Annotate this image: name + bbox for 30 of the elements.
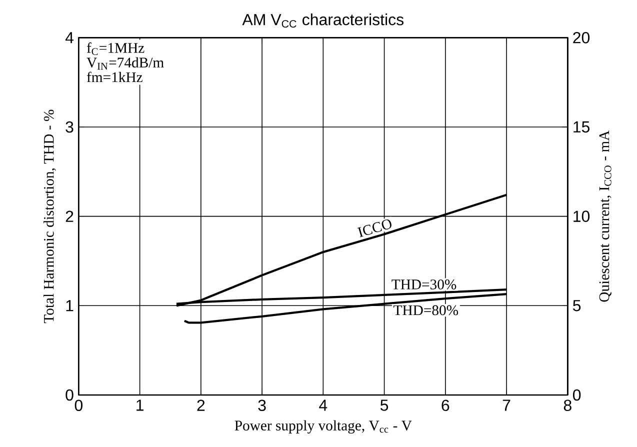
x-tick-label: 1	[136, 400, 144, 411]
y2-tick-label: 5	[573, 300, 581, 312]
annotation: fm=1kHz	[86, 72, 142, 82]
y-tick-label: 2	[66, 210, 74, 222]
x-tick-label: 7	[502, 400, 510, 411]
text: ICCO	[357, 219, 392, 238]
y2-tick-label: 20	[573, 32, 590, 44]
y2-tick-label: 10	[574, 210, 590, 222]
x-tick-label: 6	[442, 400, 450, 412]
y-axis-title: Total Harmonic distortion, THD - %	[43, 110, 56, 324]
y-tick-label: 3	[66, 121, 74, 133]
y2-tick-label: 15	[574, 121, 590, 133]
y-tick-label: 0	[66, 389, 74, 401]
series-label: THD=80%	[394, 305, 458, 316]
x-tick-label: 8	[564, 400, 572, 412]
x-tick-label: 0	[74, 400, 83, 412]
x-tick-label: 2	[197, 400, 205, 411]
y-tick-label: 1	[66, 300, 74, 312]
x-tick-label: 4	[319, 400, 328, 411]
x-axis-title: Power supply voltage, V$_{cc}$ - V	[234, 420, 412, 434]
x-tick-label: 3	[258, 400, 266, 412]
y-tick-label: 4	[65, 32, 74, 44]
x-tick-label: 5	[380, 400, 388, 411]
annotation: f$_{C}$=1MHz	[86, 42, 144, 56]
chart-title: AM V$_{CC}$ characteristics	[242, 14, 404, 28]
annotation: V$_{IN}$=74dB/m	[86, 57, 164, 70]
y2-axis-title: Quiescent current, I$_{CCO}$ - mA	[599, 130, 612, 302]
series-label: THD=30%	[392, 280, 456, 290]
y2-tick-label: 0	[572, 389, 581, 401]
line-series	[183, 292, 508, 324]
